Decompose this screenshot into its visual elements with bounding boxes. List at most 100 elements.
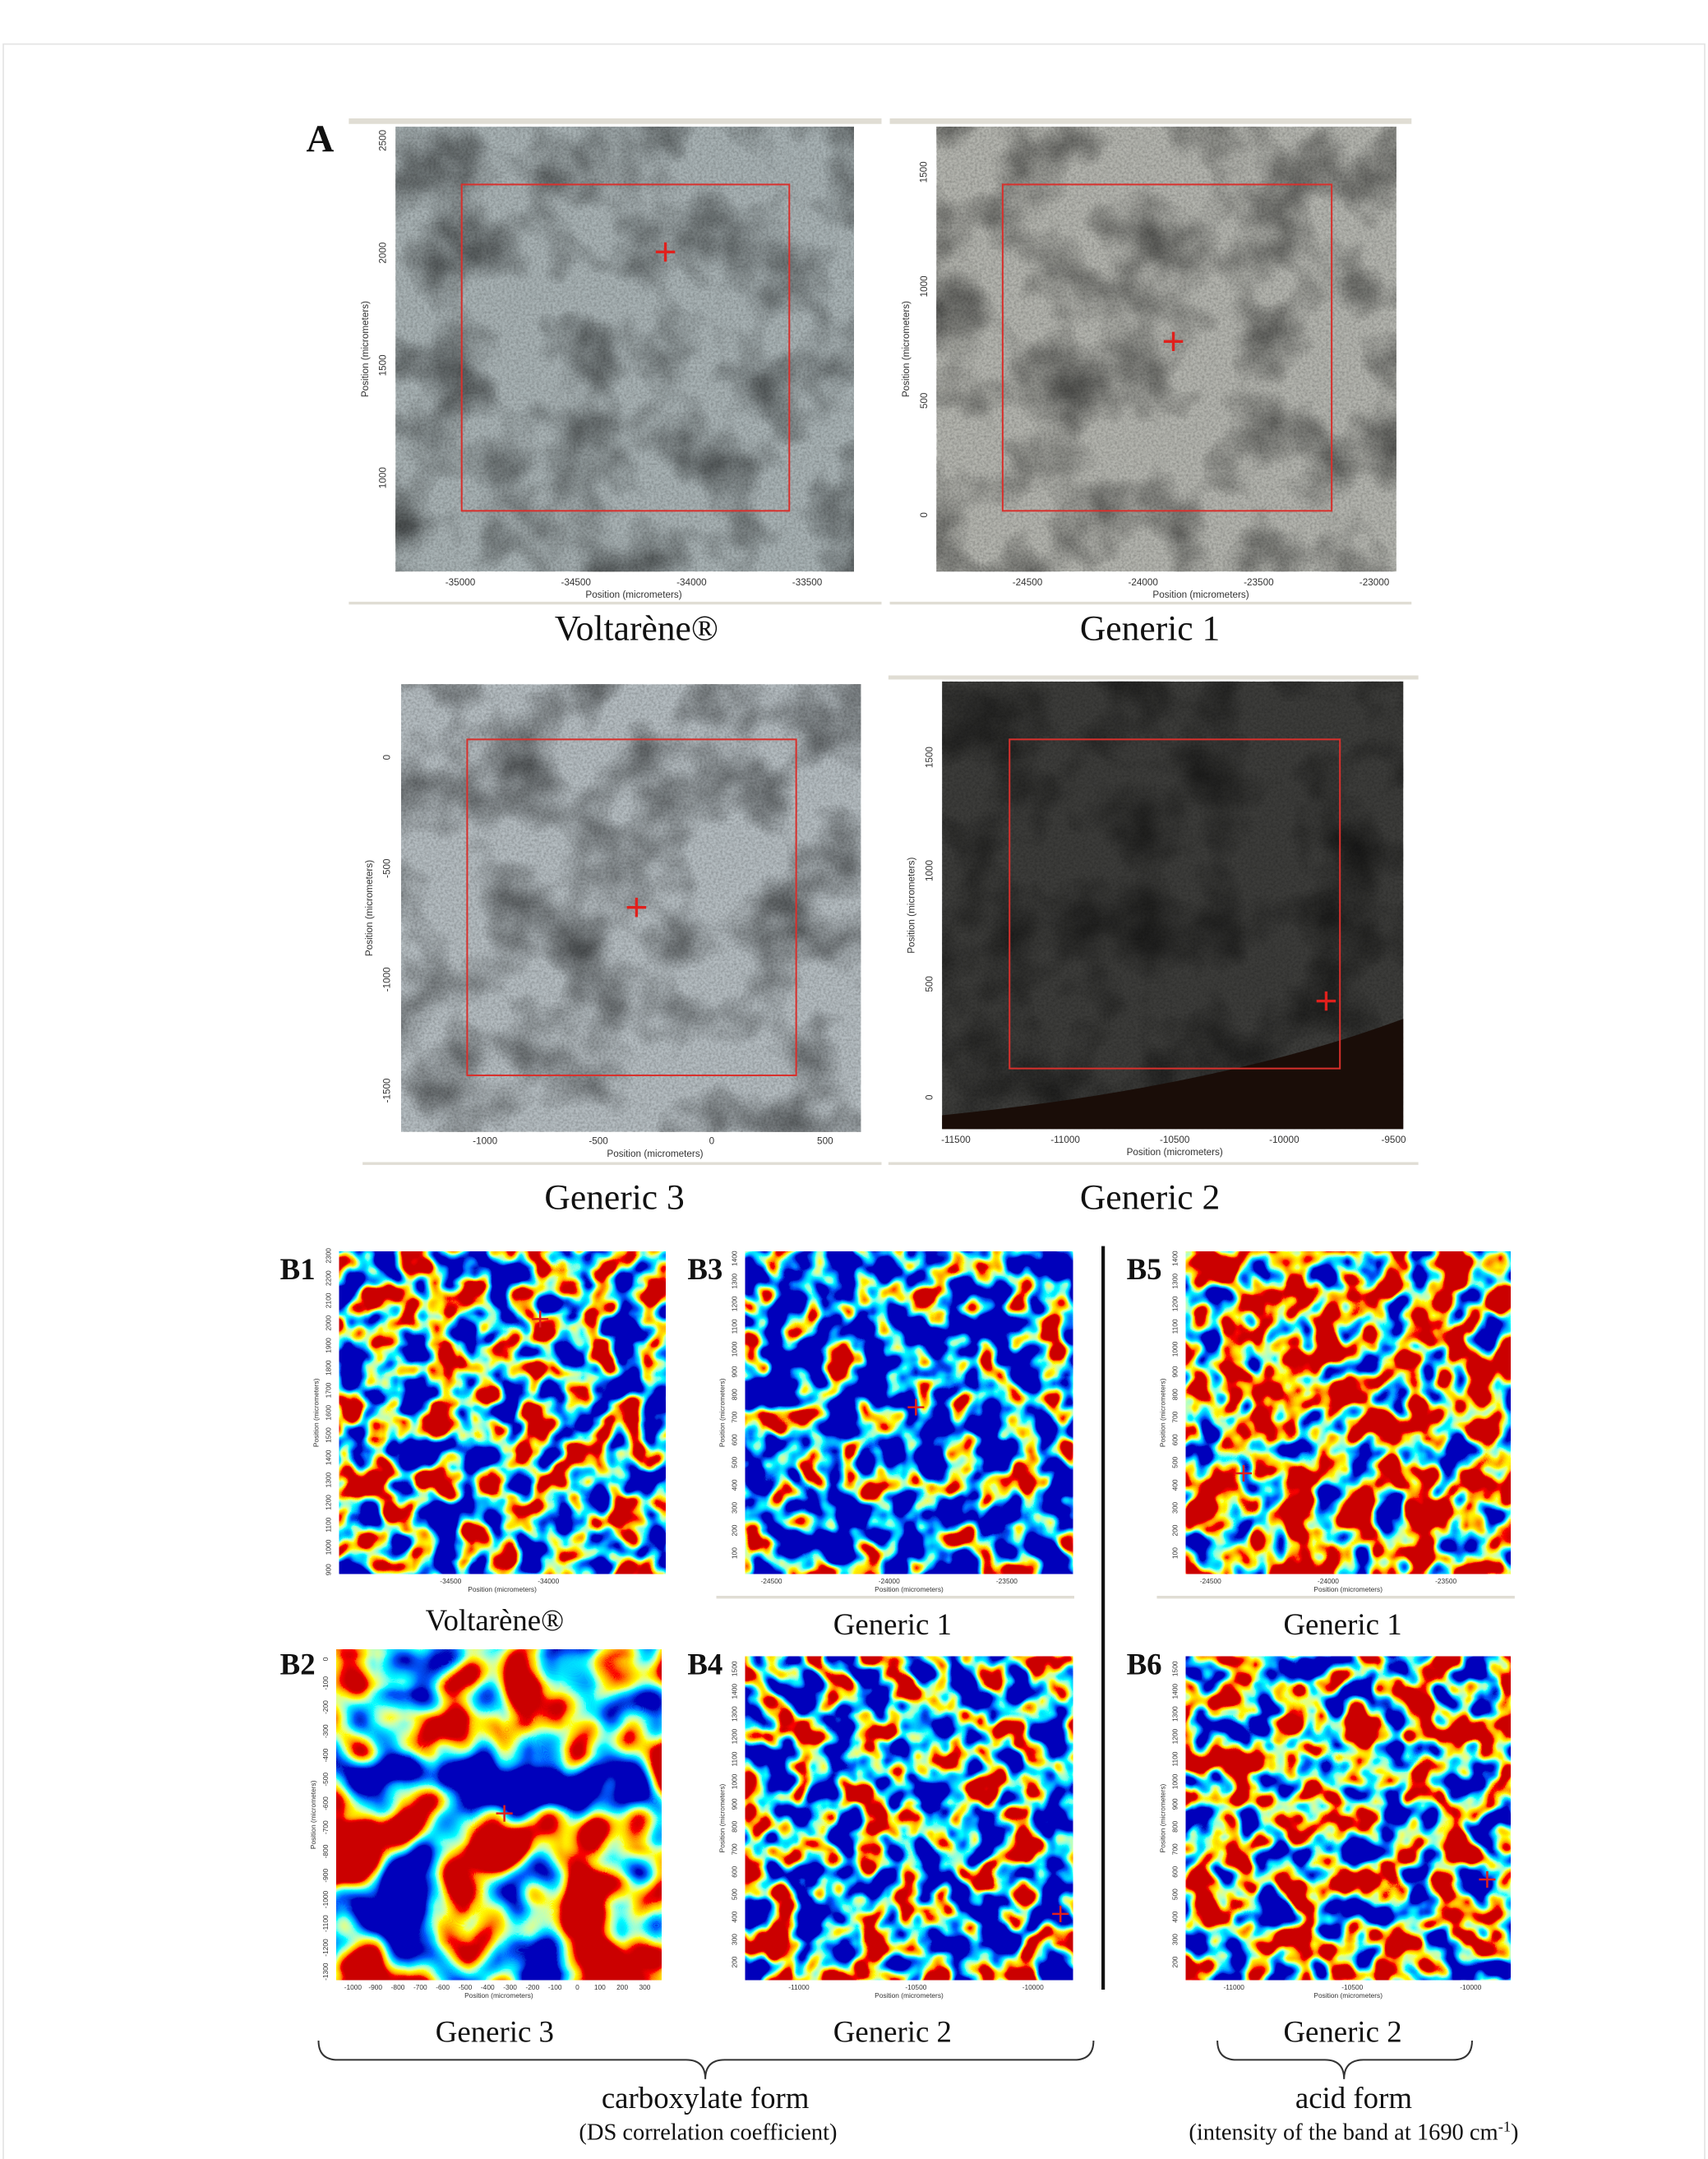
crosshair: [532, 1311, 549, 1328]
heatmap-panel: B2-1000 -900 -800 -700 -600 -500 -400 -300 -200-…: [280, 1647, 662, 2049]
micrograph-panel: -1000 -500 0 500 0 -500 -1000 -1500 Position (mi…: [364, 684, 861, 1217]
y-tick-label: 2200: [325, 1270, 333, 1286]
caption: Generic 1: [1080, 609, 1220, 649]
x-tick-label: -500: [459, 1983, 473, 1991]
y-tick-label: 1300: [1171, 1706, 1179, 1722]
y-tick-label: 300: [731, 1502, 739, 1514]
dark-edge: [942, 1019, 1404, 1130]
y-tick-label: 1000: [325, 1539, 333, 1555]
y-tick-label: -400: [321, 1748, 330, 1762]
subtitle-end: ): [1511, 2120, 1518, 2146]
x-tick-label: -300: [503, 1983, 517, 1991]
x-tick-label: 0: [575, 1983, 579, 1991]
x-tick-label: -11000: [788, 1983, 810, 1991]
panel-label: B1: [280, 1252, 316, 1286]
y-tick-label: -900: [321, 1869, 330, 1883]
x-axis-title: Position (micrometers): [1313, 1991, 1383, 2000]
y-tick-label: -800: [321, 1844, 330, 1858]
y-tick-label: 1000: [731, 1341, 739, 1357]
crosshair: [907, 1398, 925, 1416]
x-tick-label: -500: [589, 1136, 608, 1147]
y-tick-label: 1700: [325, 1382, 333, 1398]
x-tick-label: -10000: [1022, 1983, 1044, 1991]
x-tick-label: -600: [436, 1983, 450, 1991]
y-tick-label: 900: [325, 1564, 333, 1575]
panel-label: B4: [687, 1647, 722, 1681]
y-tick-label: 2000: [378, 242, 389, 264]
scan-area: [1001, 183, 1333, 512]
y-axis-title: Position (micrometers): [718, 1378, 727, 1447]
y-axis-title: Position (micrometers): [907, 857, 917, 953]
x-tick-label: -24000: [1318, 1577, 1339, 1585]
panel-label: B5: [1127, 1252, 1162, 1286]
micrograph-panel: -35000 -34500 -34000 -33500 2500 2000 1500 1000…: [360, 127, 854, 649]
y-tick-label: 1300: [731, 1274, 739, 1289]
y-tick-label: 500: [731, 1457, 739, 1468]
y-tick-label: 1200: [325, 1495, 333, 1510]
caption: Voltarène®: [555, 609, 718, 649]
y-tick-label: 600: [731, 1865, 739, 1877]
y-tick-label: 1100: [325, 1517, 333, 1532]
y-tick-label: 1900: [325, 1338, 333, 1353]
group-title: carboxylate form: [602, 2081, 810, 2115]
y-tick-label: 100: [1171, 1547, 1179, 1559]
x-axis-title: Position (micrometers): [1127, 1147, 1223, 1158]
heatmap-panel: B1 -34500 -34000 900 1000 1100 1200 1300 1400 150…: [280, 1248, 666, 1637]
heatmap-panel: B3 -24500 -24000 -23500 100 200 300 400 500 600 70…: [687, 1251, 1073, 1641]
y-tick-label: 1400: [1171, 1251, 1179, 1266]
subtitle-sup: -1: [1498, 2119, 1511, 2135]
caption: Generic 1: [833, 1607, 952, 1641]
y-axis-title: Position (micrometers): [312, 1378, 321, 1447]
x-tick-label: 200: [616, 1983, 628, 1991]
x-tick-label: 0: [709, 1136, 715, 1147]
x-tick-label: 300: [639, 1983, 650, 1991]
x-tick-label: -10500: [905, 1983, 926, 1991]
y-tick-label: 900: [731, 1366, 739, 1377]
micrograph-grain: [395, 127, 854, 572]
panel-label: B2: [280, 1647, 316, 1681]
y-tick-label: 1000: [919, 275, 930, 298]
heatmap-panel: B4 -11000 -10500 -10000 200 300 400 500 600 700 80…: [687, 1647, 1073, 2049]
x-tick-label: -23000: [1359, 577, 1390, 588]
x-axis-title: Position (micrometers): [1152, 589, 1249, 600]
y-tick-label: 600: [731, 1434, 739, 1445]
x-tick-label: -24000: [879, 1577, 900, 1585]
caption: Generic 2: [1283, 2015, 1401, 2049]
y-tick-label: 1100: [1171, 1319, 1179, 1334]
x-tick-label: -400: [481, 1983, 495, 1991]
y-tick-label: 1000: [1171, 1341, 1179, 1357]
x-tick-label: -24500: [1200, 1577, 1221, 1585]
y-tick-label: 200: [1171, 1524, 1179, 1536]
y-tick-label: 500: [731, 1889, 739, 1900]
y-tick-label: 2100: [325, 1292, 333, 1308]
y-axis-title: Position (micrometers): [1158, 1378, 1166, 1447]
y-tick-label: 300: [731, 1934, 739, 1945]
crosshair: [496, 1805, 513, 1822]
x-tick-label: -34500: [440, 1577, 461, 1585]
y-tick-label: 1400: [731, 1251, 739, 1266]
y-tick-label: 1000: [1171, 1773, 1179, 1789]
y-tick-label: 200: [731, 1524, 739, 1536]
x-tick-label: -24000: [1128, 577, 1158, 588]
y-tick-label: 0: [924, 1094, 935, 1100]
heatmap: [745, 1656, 1073, 1981]
y-tick-label: 2500: [378, 129, 389, 151]
page-frame: [2, 43, 1706, 2159]
x-tick-label: -34000: [676, 577, 707, 588]
y-tick-label: 400: [1171, 1479, 1179, 1491]
group-title: acid form: [1295, 2081, 1412, 2115]
x-tick-label: -11000: [1224, 1983, 1245, 1991]
y-tick-label: 1100: [1171, 1751, 1179, 1766]
x-axis-title: Position (micrometers): [607, 1149, 703, 1159]
y-tick-label: 400: [731, 1911, 739, 1922]
y-tick-label: 700: [1171, 1411, 1179, 1422]
x-tick-label: -1000: [473, 1136, 497, 1147]
y-tick-label: 1400: [325, 1449, 333, 1465]
micrograph-grain: [936, 127, 1396, 572]
y-tick-label: 2000: [325, 1315, 333, 1331]
caption: Generic 2: [833, 2015, 952, 2049]
separators: [349, 118, 1515, 1599]
y-tick-label: 1400: [731, 1684, 739, 1699]
x-axis-title: Position (micrometers): [875, 1991, 944, 2000]
y-tick-label: -1200: [321, 1939, 330, 1957]
